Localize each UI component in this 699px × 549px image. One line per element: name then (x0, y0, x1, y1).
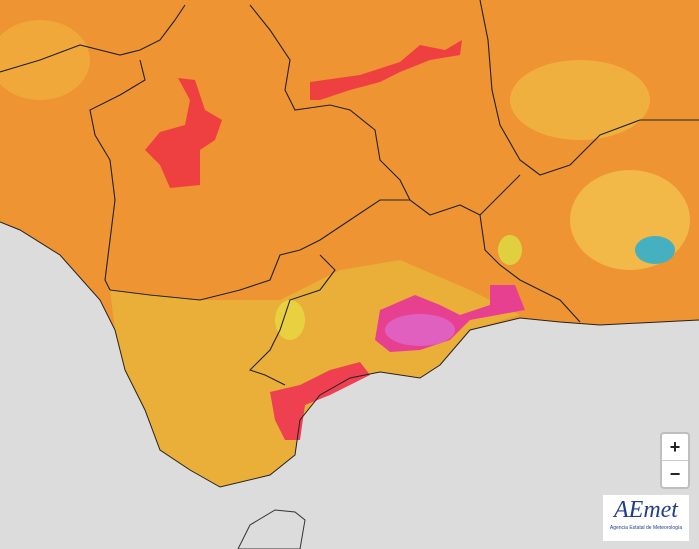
hot-area (385, 314, 455, 346)
border (479, 174, 521, 216)
logo-name: AEmet (614, 497, 678, 523)
border (249, 4, 411, 201)
hot-area (310, 40, 462, 100)
zoom-in-button[interactable]: + (669, 437, 681, 457)
hot-area (145, 78, 222, 188)
border (89, 59, 146, 291)
province-borders (0, 0, 699, 386)
border (109, 199, 581, 323)
coastline (0, 221, 699, 488)
cool-area (635, 236, 675, 264)
border (248, 254, 336, 386)
logo-subtitle: Agencia Estatal de Meteorología (609, 525, 683, 531)
logo: AEmet Agencia Estatal de Meteorología (602, 494, 690, 542)
zoom-out-button[interactable]: − (662, 460, 688, 487)
hot-area (270, 362, 370, 440)
border (479, 0, 699, 176)
africa-land (237, 509, 306, 549)
zoom-control: + − (660, 432, 690, 489)
light-area (498, 235, 522, 265)
border (0, 4, 186, 73)
light-area (275, 300, 305, 340)
light-area (0, 20, 90, 100)
light-area (510, 60, 650, 140)
